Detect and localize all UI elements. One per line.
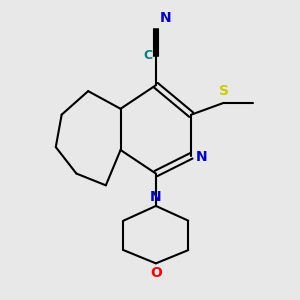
Text: S: S <box>219 85 229 98</box>
Text: N: N <box>150 190 162 205</box>
Text: O: O <box>150 266 162 280</box>
Text: N: N <box>196 150 207 164</box>
Text: C: C <box>143 49 152 62</box>
Text: N: N <box>159 11 171 25</box>
